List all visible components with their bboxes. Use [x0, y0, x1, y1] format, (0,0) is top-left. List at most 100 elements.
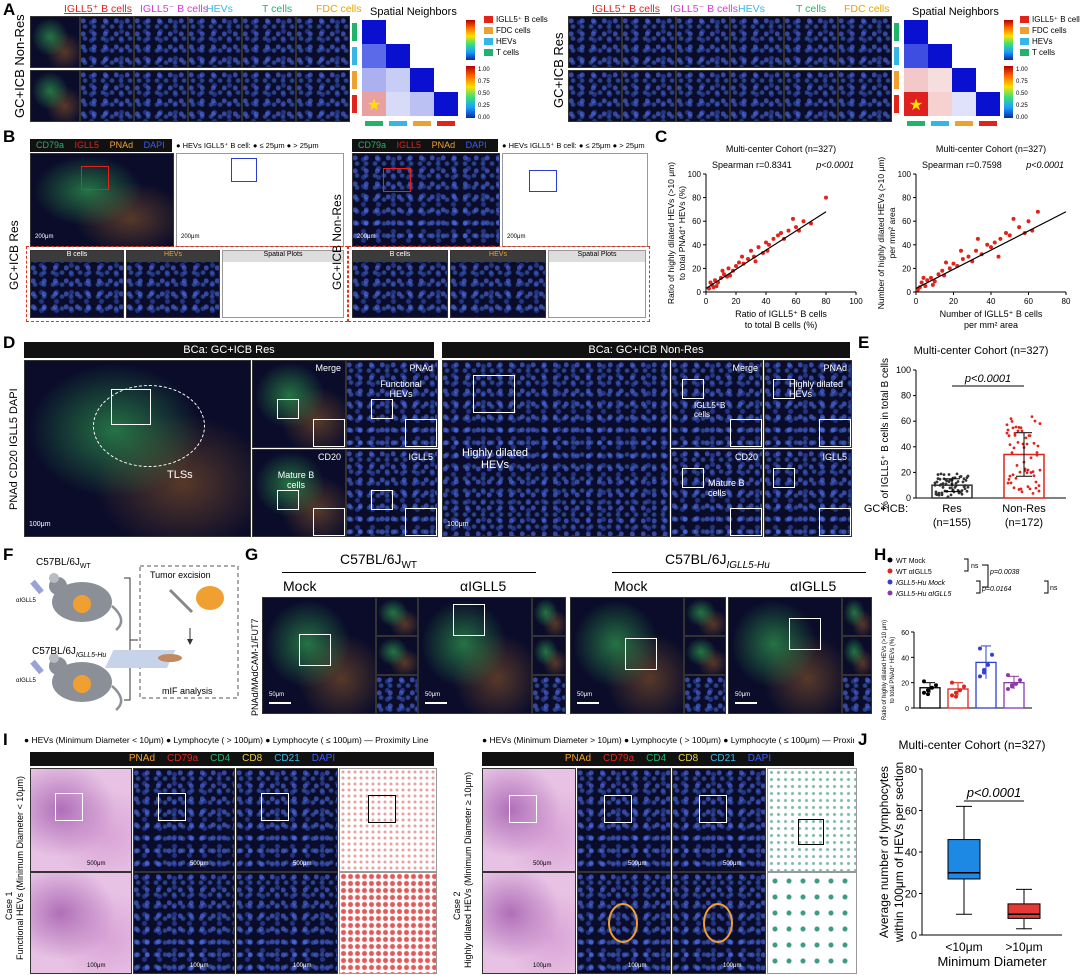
b-spatial-legend-right: ● HEVs IGLL5⁺ B cell: ● ≤ 25μm ● > 25μm: [502, 141, 645, 150]
i-marker-bar-right: PNAd CD79a CD4 CD8 CD21 DAPI: [482, 752, 854, 766]
data-point: [1016, 429, 1020, 433]
p-value-2: p=0.0164: [981, 586, 1011, 593]
a-header-hevs-right: HEVs: [738, 3, 765, 15]
p-value: p<0.0001: [964, 373, 1011, 385]
data-point: [728, 273, 732, 278]
p-value-1: p=0.0038: [989, 569, 1019, 576]
a-left-tile: [242, 16, 296, 68]
bracket: [1044, 580, 1049, 594]
data-point: [786, 228, 791, 233]
a-right-overview-top: [568, 16, 622, 68]
i-spatial-zoom-2: [767, 872, 857, 974]
data-point: [1004, 231, 1008, 235]
y-label-1: Number of highly dilated HEVs (>10 μm): [876, 157, 886, 310]
data-point: [1014, 476, 1018, 480]
data-point: [1035, 209, 1040, 214]
d-nonres-cd20: CD20 Mature B cells: [671, 449, 763, 537]
b-zoom-hevs-right: HEVs: [450, 250, 546, 318]
data-point: [1032, 474, 1036, 478]
data-point: [955, 472, 959, 476]
data-point: [935, 480, 939, 484]
data-point: [1024, 436, 1028, 440]
data-point: [958, 475, 962, 479]
a-header-tcells-right: T cells: [796, 3, 827, 15]
data-point: [801, 219, 806, 224]
data-point: [1035, 453, 1039, 457]
data-point: [958, 688, 962, 693]
data-point: [966, 474, 970, 478]
data-point: [1019, 487, 1023, 491]
data-point: [923, 284, 928, 289]
a-left-tile: [80, 16, 134, 68]
g-zoom: [842, 597, 872, 636]
data-point: [1007, 434, 1011, 438]
a-left-tile: [296, 70, 350, 122]
x-tick-label: <10μm: [945, 940, 982, 954]
data-point: [722, 272, 726, 277]
i-he-zoom-1: 100μm: [30, 872, 132, 974]
i-case1-sub: Functional HEVs (Minimum Diameter < 10μm…: [15, 776, 25, 960]
data-point: [1031, 491, 1035, 495]
f-mouse1-label: C57BL/6JWT: [36, 557, 91, 570]
data-point: [930, 282, 935, 287]
data-point: [1026, 219, 1031, 224]
data-point: [974, 248, 978, 253]
b-zoom-hevs-left: HEVs: [126, 250, 220, 318]
data-point: [1030, 415, 1034, 419]
data-point: [1009, 481, 1013, 485]
data-point: [954, 481, 958, 485]
c-scatter-1: Multi-center Cohort (n=327) Spearman r=0.…: [666, 144, 863, 330]
x-tick-label: 20: [732, 297, 741, 306]
legend-marker: [887, 579, 893, 585]
y-label-1: Ratio of highly dilated HEVs (>10 μm): [666, 162, 676, 304]
h-bar-chart: WT Mock WT αIGLL5 IGLL5-Hu Mock IGLL5-Hu αI…: [882, 557, 1058, 720]
data-point: [1018, 678, 1022, 683]
data-point: [961, 480, 965, 484]
data-point: [982, 670, 986, 675]
y-tick-label: 80: [692, 194, 701, 203]
g-zoom: [376, 597, 418, 636]
data-point: [740, 254, 744, 259]
a-right-tile: [622, 16, 676, 68]
d-title-right: BCa: GC+ICB Non-Res: [442, 342, 850, 358]
data-point: [990, 652, 994, 657]
data-point: [1008, 443, 1012, 447]
b-zoom-spatial-left: Spatial Plots: [222, 250, 344, 318]
i-if-overview-1: 500μm: [133, 768, 235, 872]
p-value: p<0.0001: [966, 785, 1022, 800]
data-point: [936, 272, 941, 277]
data-point: [947, 266, 952, 271]
panel-label-e: E: [858, 333, 870, 352]
data-point: [966, 254, 971, 259]
data-point: [944, 260, 948, 265]
f-schematic: [30, 565, 239, 711]
x-tick-label: 0: [704, 297, 709, 306]
data-point: [934, 490, 938, 494]
legend-label: IGLL5-Hu Mock: [896, 580, 946, 587]
a-colorbar-ticks-right: 1.00 0.75 0.50 0.25 0.00: [1016, 67, 1028, 121]
d-res-igll5: IGLL5: [346, 449, 438, 537]
g-strain2: C57BL/6JIGLL5-Hu: [665, 551, 770, 571]
data-point: [753, 259, 758, 264]
b-zoom-bcells-right: B cells: [352, 250, 448, 318]
d-nonres-overview: Highly dilated HEVs 100μm: [442, 360, 670, 537]
x-tick-n: (n=172): [1005, 517, 1043, 529]
data-point: [933, 483, 937, 487]
data-point: [1032, 441, 1036, 445]
data-point: [926, 692, 930, 697]
chart-pvalue: p<0.0001: [1025, 160, 1064, 170]
y-label-2: per mm² area: [887, 207, 897, 258]
f-step1: Tumor excision: [150, 570, 211, 580]
data-point: [922, 690, 926, 695]
a-right-tile: [730, 16, 784, 68]
a-header-igll5-pos: IGLL5⁺ B cells: [64, 3, 132, 15]
i-legend-right: ● HEVs (Minimum Diameter > 10μm) ● Lymph…: [482, 735, 854, 745]
data-point: [986, 662, 990, 667]
x-tick-label: Non-Res: [1002, 503, 1046, 515]
legend-marker: [887, 590, 893, 596]
i-if-overview-4: 500μm: [672, 768, 766, 872]
x-label-1: Number of IGLL5⁺ B cells: [940, 309, 1043, 319]
data-point: [711, 285, 716, 290]
x-tick-label: 100: [849, 297, 863, 306]
y-tick-label: 0: [907, 288, 912, 297]
